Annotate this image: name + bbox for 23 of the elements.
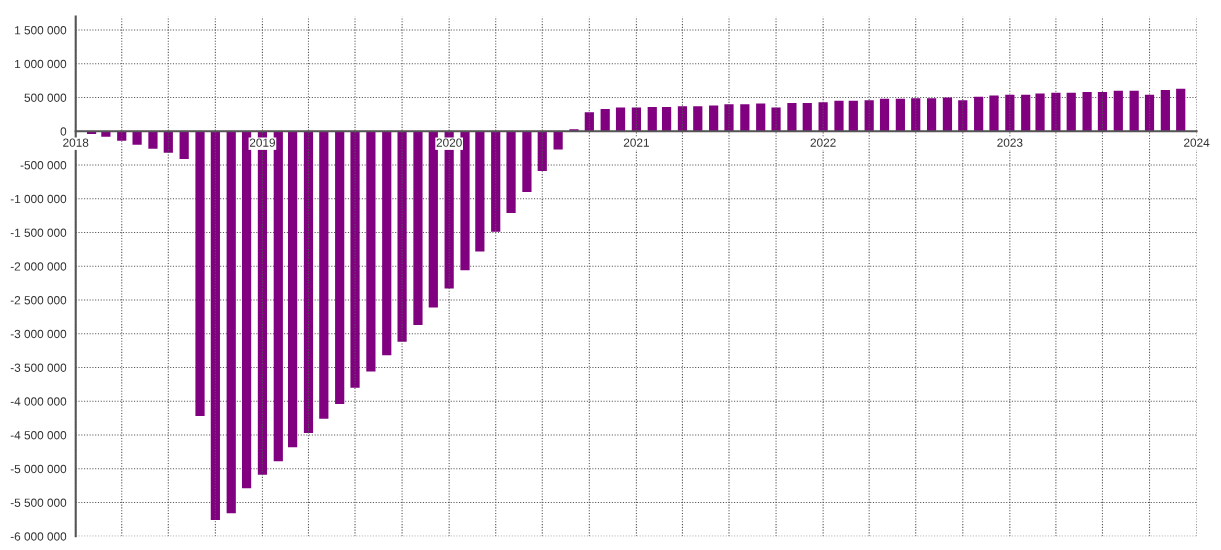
y-tick-label: -2 000 000 — [10, 262, 67, 271]
y-tick-label: -5 500 000 — [10, 498, 67, 507]
y-tick-label: 0 — [60, 127, 67, 136]
y-tick-label: -4 500 000 — [10, 431, 67, 440]
x-tick-label: 2019 — [249, 138, 275, 147]
y-tick-label: -5 000 000 — [10, 464, 67, 474]
x-tick-label: 2020 — [436, 138, 462, 147]
x-tick-label: 2024 — [1184, 138, 1210, 147]
y-tick-label: -2 500 000 — [10, 296, 67, 305]
y-tick-label: -3 500 000 — [10, 363, 67, 372]
y-tick-label: -1 500 000 — [10, 228, 67, 237]
x-tick-label: 2021 — [623, 138, 649, 147]
y-tick-label: -500 000 — [20, 161, 67, 170]
y-tick-label: -6 000 000 — [10, 532, 67, 541]
x-tick-label: 2018 — [63, 138, 89, 147]
y-tick-label: -4 000 000 — [10, 397, 67, 406]
y-tick-label: 1 500 000 — [15, 26, 67, 35]
x-tick-label: 2023 — [997, 138, 1023, 147]
y-tick-label: -3 000 000 — [10, 329, 67, 339]
y-tick-label: -1 000 000 — [10, 194, 67, 204]
y-tick-label: 1 000 000 — [15, 59, 67, 69]
x-tick-label: 2022 — [810, 138, 836, 147]
y-tick-label: 500 000 — [24, 93, 67, 102]
